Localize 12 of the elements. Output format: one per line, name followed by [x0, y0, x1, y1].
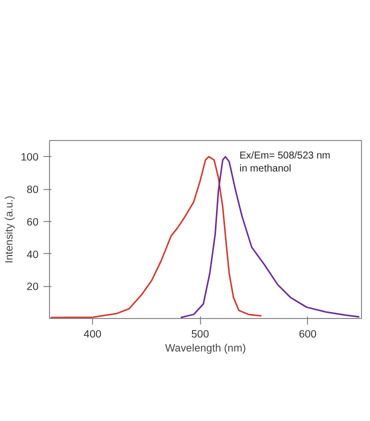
- x-tick-label: 600: [298, 328, 317, 340]
- y-tick-label: 80: [26, 184, 39, 196]
- x-tick-label: 400: [84, 328, 102, 340]
- x-tick-label: 500: [191, 328, 210, 340]
- x-axis-title: Wavelength (nm): [165, 342, 246, 354]
- y-axis-title: Intensity (a.u.): [4, 196, 16, 264]
- annotation: Ex/Em= 508/523 nm: [240, 150, 330, 162]
- annotation: in methanol: [240, 164, 292, 174]
- y-tick-label: 60: [26, 216, 39, 228]
- y-tick-label: 40: [26, 248, 39, 261]
- y-tick-label: 20: [26, 281, 39, 294]
- y-tick-label: 100: [20, 152, 39, 164]
